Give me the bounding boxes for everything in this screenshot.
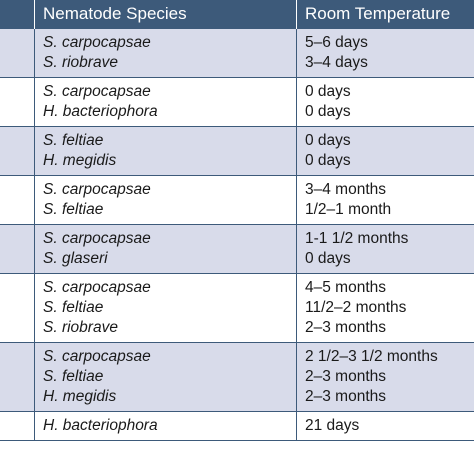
species-cell: S. carpocapsae S. riobrave	[34, 27, 297, 78]
species-name: S. glaseri	[43, 249, 108, 267]
temperature-value: 0 days	[305, 82, 351, 100]
species-name: H. megidis	[43, 151, 117, 169]
table-row: S. carpocapsae S. feltiae S. riobrave 4–5 m…	[0, 272, 474, 343]
species-name: S. carpocapsae	[43, 33, 151, 51]
temperature-cell: 4–5 months 11/2–2 months 2–3 months	[296, 272, 474, 343]
species-name: H. bacteriophora	[43, 416, 158, 434]
row-blank-cell	[0, 341, 35, 412]
header-species: Nematode Species	[34, 0, 297, 28]
species-cell: S. carpocapsae H. bacteriophora	[34, 76, 297, 127]
temperature-cell: 0 days 0 days	[296, 125, 474, 176]
species-name: H. bacteriophora	[43, 102, 158, 120]
temperature-cell: 1-1 1/2 months 0 days	[296, 223, 474, 274]
row-blank-cell	[0, 410, 35, 441]
species-name: S. feltiae	[43, 367, 104, 385]
table-row: S. carpocapsae S. riobrave 5–6 days 3–4 day…	[0, 27, 474, 78]
table-row: H. bacteriophora 21 days	[0, 410, 474, 441]
temperature-value: 0 days	[305, 102, 351, 120]
table-row: S. carpocapsae S. glaseri 1-1 1/2 months 0 …	[0, 223, 474, 274]
species-cell: S. feltiae H. megidis	[34, 125, 297, 176]
row-blank-cell	[0, 76, 35, 127]
table-body: S. carpocapsae S. riobrave 5–6 days 3–4 day…	[0, 27, 474, 441]
row-blank-cell	[0, 27, 35, 78]
species-cell: H. bacteriophora	[34, 410, 297, 441]
species-cell: S. carpocapsae S. feltiae	[34, 174, 297, 225]
temperature-cell: 21 days	[296, 410, 474, 441]
row-blank-cell	[0, 174, 35, 225]
temperature-value: 11/2–2 months	[305, 298, 407, 316]
species-name: S. carpocapsae	[43, 180, 151, 198]
temperature-value: 4–5 months	[305, 278, 386, 296]
species-name: S. carpocapsae	[43, 278, 151, 296]
temperature-cell: 5–6 days 3–4 days	[296, 27, 474, 78]
table-row: S. carpocapsae H. bacteriophora 0 days 0 da…	[0, 76, 474, 127]
nematode-storage-table: Nematode Species Room Temperature S. car…	[0, 0, 474, 441]
species-name: S. feltiae	[43, 298, 104, 316]
species-cell: S. carpocapsae S. feltiae H. megidis	[34, 341, 297, 412]
species-name: S. carpocapsae	[43, 229, 151, 247]
row-blank-cell	[0, 223, 35, 274]
row-blank-cell	[0, 272, 35, 343]
row-blank-cell	[0, 125, 35, 176]
header-blank-cell	[0, 0, 35, 28]
table-row: S. carpocapsae S. feltiae H. megidis 2 1/2–…	[0, 341, 474, 412]
species-name: S. feltiae	[43, 200, 104, 218]
temperature-value: 2–3 months	[305, 318, 386, 336]
temperature-value: 0 days	[305, 131, 351, 149]
temperature-value: 2–3 months	[305, 367, 386, 385]
species-name: S. carpocapsae	[43, 347, 151, 365]
species-cell: S. carpocapsae S. glaseri	[34, 223, 297, 274]
header-row: Nematode Species Room Temperature	[0, 0, 474, 28]
temperature-cell: 3–4 months 1/2–1 month	[296, 174, 474, 225]
temperature-value: 0 days	[305, 151, 351, 169]
species-name: H. megidis	[43, 387, 117, 405]
species-cell: S. carpocapsae S. feltiae S. riobrave	[34, 272, 297, 343]
temperature-value: 1-1 1/2 months	[305, 229, 409, 247]
header-temperature: Room Temperature	[296, 0, 474, 28]
table-row: S. feltiae H. megidis 0 days 0 days	[0, 125, 474, 176]
temperature-value: 5–6 days	[305, 33, 368, 51]
temperature-value: 21 days	[305, 416, 360, 434]
temperature-value: 1/2–1 month	[305, 200, 392, 218]
species-name: S. carpocapsae	[43, 82, 151, 100]
temperature-value: 2–3 months	[305, 387, 386, 405]
temperature-value: 2 1/2–3 1/2 months	[305, 347, 438, 365]
temperature-cell: 0 days 0 days	[296, 76, 474, 127]
species-name: S. feltiae	[43, 131, 104, 149]
species-name: S. riobrave	[43, 318, 118, 336]
temperature-cell: 2 1/2–3 1/2 months 2–3 months 2–3 months	[296, 341, 474, 412]
species-name: S. riobrave	[43, 53, 118, 71]
table-row: S. carpocapsae S. feltiae 3–4 months 1/2–1 …	[0, 174, 474, 225]
temperature-value: 0 days	[305, 249, 351, 267]
temperature-value: 3–4 months	[305, 180, 386, 198]
temperature-value: 3–4 days	[305, 53, 368, 71]
